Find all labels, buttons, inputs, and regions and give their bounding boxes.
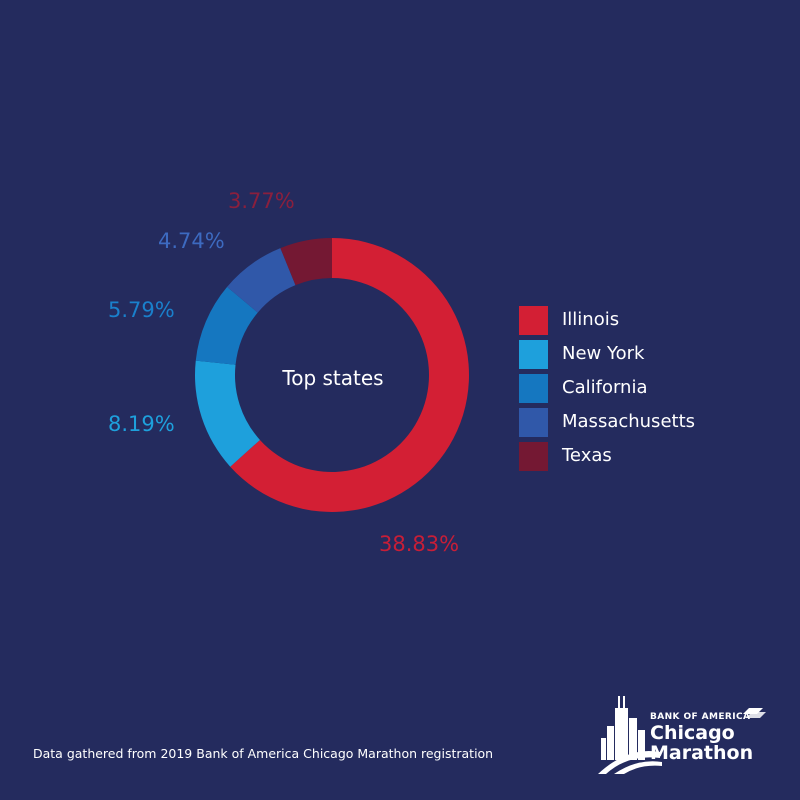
legend-item-california: California [519,371,695,405]
data-source-note: Data gathered from 2019 Bank of America … [33,746,494,761]
legend-swatch-illinois [519,305,548,335]
legend-item-new-york: New York [519,337,695,371]
legend-swatch-california [519,373,548,403]
legend-label-massachusetts: Massachusetts [562,411,696,432]
logo-name-text: Chicago Marathon [650,723,753,763]
logo-sponsor-text: BANK OF AMERICA [650,712,751,722]
legend-label-illinois: Illinois [562,309,620,330]
slice-label-massachusetts: 4.74% [158,229,225,253]
slice-label-california: 5.79% [108,298,175,322]
slice-label-illinois: 38.83% [379,532,460,556]
legend-swatch-texas [519,441,548,471]
legend-swatch-massachusetts [519,407,548,437]
skyline-icon [598,696,766,774]
slice-label-texas: 3.77% [228,189,295,213]
donut-slice-texas [280,238,332,286]
legend-label-new-york: New York [562,343,645,364]
slice-label-new-york: 8.19% [108,412,175,436]
chicago-marathon-logo: BANK OF AMERICA Chicago Marathon [598,694,778,774]
legend-label-texas: Texas [562,445,612,466]
legend-item-texas: Texas [519,439,695,473]
donut-slice-illinois [230,238,469,512]
legend-swatch-new-york [519,339,548,369]
legend-item-massachusetts: Massachusetts [519,405,695,439]
logo-name-line1: Chicago [650,722,735,744]
donut-slice-california [195,286,258,365]
donut-center-title: Top states [282,366,384,390]
legend-label-california: California [562,377,648,398]
donut-slice-massachusetts [227,248,296,313]
legend-item-illinois: Illinois [519,303,695,337]
chart-legend: Illinois New York California Massachuset… [519,303,695,473]
logo-name-line2: Marathon [650,742,754,764]
donut-slice-new-york [194,360,260,467]
